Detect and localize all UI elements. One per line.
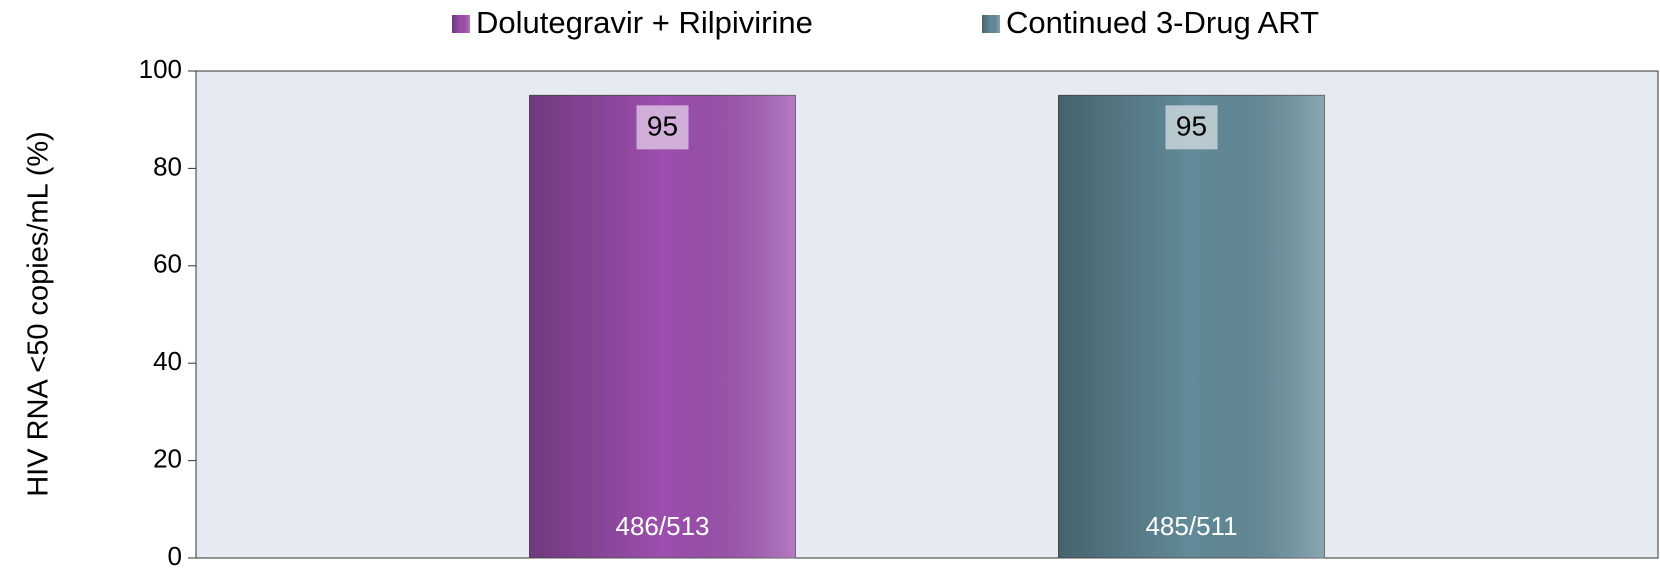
legend-label: Continued 3-Drug ART [1006,5,1319,40]
plot-area [195,70,1659,559]
value-label-bg [1165,105,1218,150]
value-label: 95 [647,111,678,142]
bar-shade [529,95,796,558]
value-label-bg [636,105,689,150]
count-label: 485/511 [1145,511,1237,541]
y-tick-label: 40 [153,346,182,376]
y-tick-label: 60 [153,249,182,279]
count-label: 486/513 [616,511,710,541]
y-tick-label: 100 [139,54,182,84]
legend-label: Dolutegravir + Rilpivirine [476,5,813,40]
y-axis-label: HIV RNA <50 copies/mL (%) [23,131,55,497]
legend-swatch-shade [452,15,470,33]
bar-shade [1058,95,1325,558]
y-tick-label: 20 [153,443,182,473]
y-tick-label: 0 [168,541,182,568]
legend-swatch-shade [982,15,1000,33]
y-tick-label: 80 [153,151,182,181]
value-label: 95 [1176,111,1207,142]
